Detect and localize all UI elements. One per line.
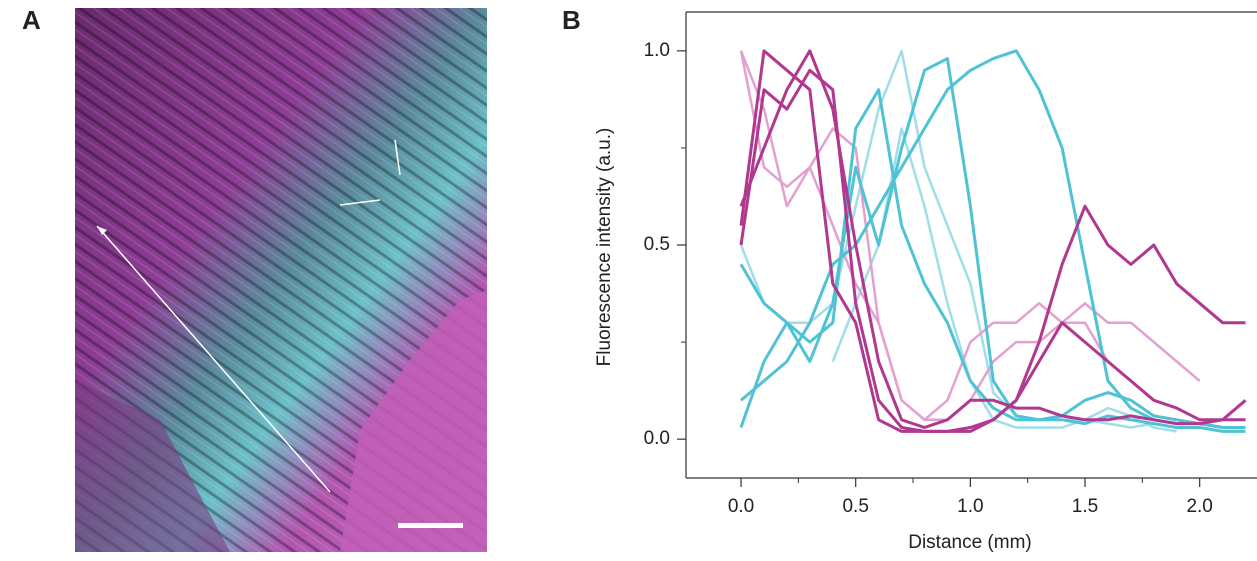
x-tick-label: 0.0 <box>728 496 754 517</box>
panel-label: B <box>562 5 581 35</box>
x-axis-label: Distance (mm) <box>908 532 1032 553</box>
series-line <box>739 68 1247 433</box>
x-tick-label: 1.5 <box>1072 496 1098 517</box>
y-axis-label: Fluorescence intensity (a.u.) <box>594 128 615 367</box>
series-line <box>739 57 1246 433</box>
plot: Distance (mm) Fluorescence intensity (a.… <box>594 11 1257 553</box>
micrograph <box>75 8 487 552</box>
y-tick-label: 0.5 <box>644 234 670 255</box>
y-tick-label: 0.0 <box>644 428 670 449</box>
series-line <box>739 50 1201 422</box>
series-line <box>831 127 1177 433</box>
series-line <box>739 88 1223 429</box>
panel-label: A <box>22 5 41 35</box>
series-line <box>739 49 1246 429</box>
x-tick-label: 1.0 <box>957 496 983 517</box>
x-tick-label: 0.5 <box>842 496 868 517</box>
y-tick-label: 1.0 <box>644 40 670 61</box>
series-line <box>739 49 1177 429</box>
series-line <box>739 50 1201 422</box>
x-tick-label: 2.0 <box>1186 496 1212 517</box>
